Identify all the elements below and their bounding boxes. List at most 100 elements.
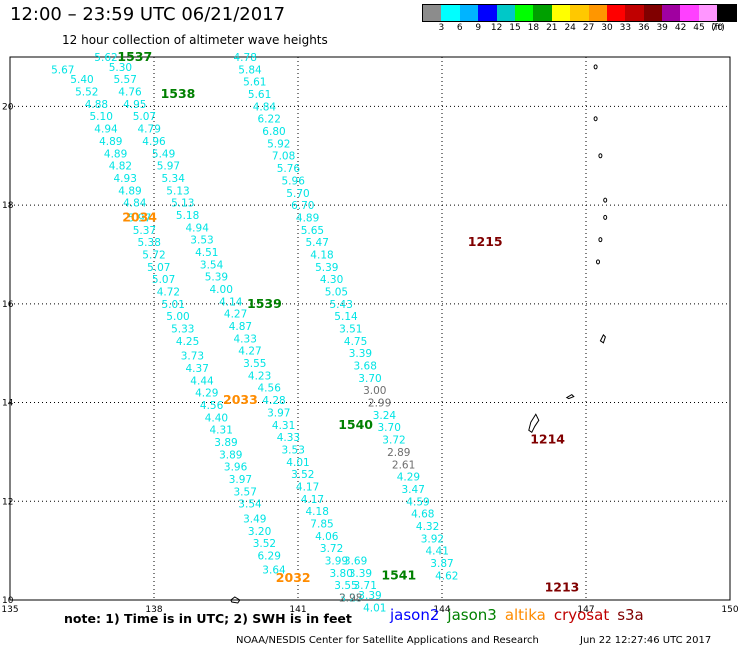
legend-tick-label: 30 [601, 23, 613, 33]
wave-height-value: 4.17 [301, 494, 324, 506]
wave-height-value: 3.23 [339, 593, 362, 605]
legend-tick-label: 70 [711, 23, 724, 33]
wave-height-value: 4.94 [94, 124, 118, 136]
legend-tick-label: 24 [564, 23, 576, 33]
wave-height-value: 4.37 [186, 363, 209, 375]
wave-height-value: 4.23 [248, 370, 271, 382]
wave-height-value: 4.76 [118, 87, 142, 99]
lat-tick-label: 20 [2, 102, 14, 112]
pass-number-label: 1540 [338, 417, 373, 432]
wave-height-value: 2.89 [387, 447, 410, 459]
wave-height-value: 5.33 [171, 324, 194, 336]
wave-height-value: 3.70 [378, 422, 401, 434]
wave-height-value: 3.89 [219, 449, 242, 461]
wave-height-value: 3.97 [229, 474, 252, 486]
wave-height-value: 4.68 [411, 509, 434, 521]
wave-height-value: 3.72 [382, 435, 405, 447]
pass-number-label: 2034 [122, 209, 157, 224]
wave-height-value: 5.49 [152, 148, 175, 160]
wave-height-value: 4.84 [123, 198, 147, 210]
island-shape [593, 64, 598, 70]
wave-height-value: 5.14 [334, 311, 358, 323]
wave-height-value: 4.89 [118, 185, 141, 197]
wave-height-value: 3.52 [253, 538, 276, 550]
legend-tick-label: 39 [656, 23, 668, 33]
wave-height-value: 4.89 [99, 136, 122, 148]
lat-tick-label: 14 [2, 399, 14, 409]
wave-height-value: 3.57 [234, 486, 257, 498]
wave-height-value: 5.61 [243, 77, 266, 89]
wave-height-value: 2.98 [339, 593, 362, 605]
wave-height-value: 4.00 [210, 284, 233, 296]
wave-height-value: 3.92 [421, 533, 444, 545]
wave-height-value: 4.78 [234, 52, 257, 64]
wave-height-value: 4.59 [406, 496, 429, 508]
chart-title: 12:00 – 23:59 UTC 06/21/2017 [10, 4, 286, 25]
pass-number-label: 2032 [276, 570, 311, 585]
wave-height-value: 6.29 [258, 551, 281, 563]
wave-height-value: 4.88 [85, 99, 108, 111]
wave-height-value: 4.40 [205, 412, 228, 424]
legend-swatch [662, 5, 681, 21]
lon-tick-label: 135 [1, 605, 18, 615]
wave-height-value: 4.87 [229, 321, 252, 333]
legend-tick-label: 3 [438, 23, 445, 33]
wave-height-value: 4.96 [142, 136, 166, 148]
wave-height-value: 5.34 [162, 173, 186, 185]
wave-height-value: 5.05 [325, 286, 348, 298]
wave-height-value: 4.14 [219, 296, 243, 308]
wave-height-value: 4.27 [224, 309, 247, 321]
wave-height-value: 4.31 [210, 425, 233, 437]
wave-height-value: 3.72 [320, 543, 343, 555]
wave-height-value: 4.30 [320, 274, 343, 286]
pass-number-label: 1539 [247, 296, 282, 311]
wave-height-value: 5.13 [166, 185, 189, 197]
wave-height-value: 3.73 [181, 351, 204, 363]
wave-height-value: 5.97 [128, 212, 151, 224]
legend-tick-label: 18 [527, 23, 540, 33]
wave-height-value: 4.51 [195, 247, 218, 259]
wave-height-value: 4.28 [262, 395, 285, 407]
island-shape [599, 333, 606, 344]
satellite-cryosat: cryosat [553, 606, 610, 624]
wave-height-value: 5.76 [277, 163, 301, 175]
wave-height-value: 4.93 [114, 173, 137, 185]
wave-height-value: 4.56 [200, 400, 224, 412]
wave-height-value: 4.79 [138, 124, 161, 136]
credit-timestamp: Jun 22 12:27:46 UTC 2017 [580, 635, 712, 646]
legend-swatch [514, 5, 534, 21]
legend-tick-label: 33 [619, 23, 632, 33]
lon-tick-label: 141 [289, 605, 306, 615]
wave-height-value: 7.85 [310, 518, 333, 530]
pass-number-label: 1538 [161, 86, 196, 101]
legend-swatch [698, 5, 718, 21]
wave-height-value: 5.37 [133, 225, 156, 237]
wave-height-value: 3.64 [262, 564, 286, 576]
wave-height-value: 4.82 [109, 161, 132, 173]
pass-number-label: 2033 [223, 392, 258, 407]
wave-height-value: 3.39 [349, 568, 372, 580]
wave-height-value: 5.39 [315, 262, 338, 274]
wave-height-value: 3.68 [354, 361, 377, 373]
legend-tick-label: 12 [490, 23, 503, 33]
wave-height-value: 4.01 [286, 457, 309, 469]
lat-tick-label: 12 [2, 497, 13, 507]
island-shape [603, 214, 608, 220]
wave-height-value: 4.17 [296, 481, 319, 493]
wave-height-value: 3.53 [190, 235, 213, 247]
wave-height-value: 4.62 [435, 570, 458, 582]
units-note: note: 1) Time is in UTC; 2) SWH is in fe… [64, 611, 352, 626]
lon-tick-label: 138 [145, 605, 162, 615]
wave-height-value: 3.52 [291, 469, 314, 481]
wave-height-value: 5.38 [138, 237, 161, 249]
wave-height-value: 5.97 [157, 161, 180, 173]
legend-swatch [643, 5, 663, 21]
wave-height-value: 4.75 [344, 336, 367, 348]
legend-tick-label: 36 [638, 23, 650, 33]
wave-height-value: 3.24 [373, 410, 397, 422]
wave-height-value: 4.95 [123, 99, 146, 111]
wave-height-value: 5.57 [114, 74, 137, 86]
wave-height-value: 4.84 [253, 101, 277, 113]
wave-height-value: 3.80 [330, 568, 353, 580]
